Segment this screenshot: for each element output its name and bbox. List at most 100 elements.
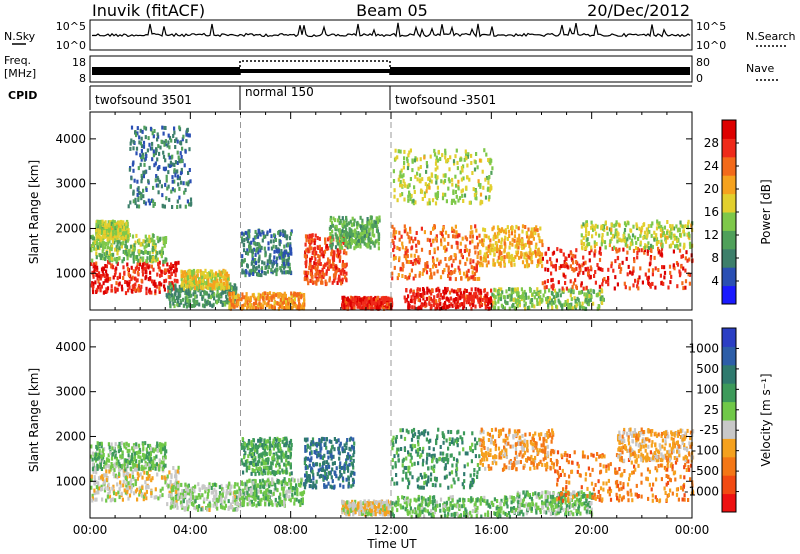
echo-cell-0-17-90	[407, 153, 410, 158]
echo-cell-0-13-220	[531, 292, 534, 297]
echo-cell-1-0-19	[177, 465, 180, 470]
echo-cell-0-1-35	[119, 241, 122, 246]
echo-cell-0-14-130	[636, 255, 639, 260]
echo-cell-0-1-234	[164, 240, 167, 244]
echo-cell-0-0-257	[134, 276, 137, 281]
echo-cell-0-16-150	[154, 161, 157, 166]
echo-cell-0-16-63	[167, 163, 170, 168]
echo-cell-0-7-243	[328, 278, 331, 283]
echo-cell-0-5-175	[237, 293, 240, 298]
echo-cell-0-12-11	[485, 246, 488, 251]
echo-cell-0-1-189	[121, 241, 124, 246]
echo-cell-0-12-193	[513, 238, 516, 243]
echo-cell-0-0-164	[128, 285, 131, 290]
echo-cell-0-16-192	[182, 134, 185, 139]
echo-cell-0-17-112	[413, 185, 416, 190]
echo-cell-0-0-178	[148, 290, 152, 295]
echo-cell-0-15-134	[585, 227, 588, 232]
echo-cell-0-16-124	[164, 139, 167, 143]
echo-cell-0-2-259	[103, 223, 107, 228]
echo-cell-0-17-209	[428, 185, 431, 190]
echo-cell-0-17-221	[418, 179, 421, 184]
echo-cell-0-10-233	[391, 276, 394, 281]
echo-cell-0-4-249	[222, 275, 225, 280]
echo-cell-0-8-174	[360, 232, 363, 237]
echo-cell-0-1-110	[140, 249, 143, 254]
echo-cell-0-1-115	[145, 259, 148, 264]
echo-cell-0-0-74	[103, 266, 106, 271]
echo-cell-0-13-183	[590, 295, 593, 300]
echo-cell-0-0-143	[97, 279, 100, 284]
ytick-label-0-0: 1000	[55, 266, 86, 280]
echo-cell-0-7-178	[307, 249, 310, 254]
echo-cell-0-3-216	[185, 289, 188, 294]
echo-cell-0-3-229	[168, 290, 171, 294]
echo-cell-0-17-161	[468, 200, 471, 205]
echo-cell-0-16-196	[178, 158, 181, 163]
echo-cell-1-0-55	[150, 493, 153, 498]
echo-cell-0-10-139	[438, 261, 441, 266]
echo-cell-0-0-217	[100, 284, 103, 289]
echo-cell-0-2-170	[104, 234, 107, 239]
echo-cell-0-1-57	[99, 256, 102, 261]
echo-cell-0-9-203	[341, 305, 344, 310]
echo-cell-0-14-220	[541, 256, 544, 261]
echo-cell-0-11-76	[463, 304, 466, 309]
echo-cell-0-8-207	[329, 218, 332, 223]
echo-cell-0-10-116	[478, 276, 481, 281]
echo-cell-1-0-59	[97, 486, 100, 491]
echo-cell-0-15-255	[586, 242, 589, 247]
echo-cell-0-12-83	[499, 261, 502, 266]
echo-cell-0-0-149	[110, 284, 113, 289]
echo-cell-0-1-231	[133, 243, 136, 248]
echo-cell-0-8-251	[345, 222, 348, 227]
cpid-label: CPID	[8, 89, 37, 102]
echo-cell-0-15-230	[631, 233, 635, 238]
echo-cell-0-14-223	[605, 279, 608, 284]
echo-cell-0-6-211	[272, 244, 275, 249]
echo-cell-0-4-139	[225, 278, 228, 283]
echo-cell-0-4-185	[197, 284, 200, 289]
echo-cell-0-13-135	[503, 295, 506, 300]
echo-cell-0-11-83	[490, 288, 493, 293]
echo-cell-0-16-257	[177, 182, 180, 187]
echo-cell-0-13-255	[533, 289, 536, 294]
echo-cell-0-11-253	[417, 297, 420, 302]
echo-cell-0-15-155	[646, 233, 649, 238]
echo-cell-0-13-230	[494, 295, 497, 300]
echo-cell-0-0-254	[132, 269, 135, 274]
echo-cell-0-7-207	[328, 265, 331, 269]
echo-cell-0-10-179	[451, 226, 454, 231]
echo-cell-0-14-46	[657, 268, 660, 272]
echo-cell-0-5-252	[296, 292, 299, 297]
echo-cell-0-7-256	[315, 251, 318, 255]
echo-cell-0-17-152	[487, 180, 490, 185]
echo-cell-0-11-73	[413, 305, 416, 310]
echo-cell-0-11-29	[465, 295, 468, 300]
echo-cell-0-4-183	[189, 275, 192, 279]
echo-cell-0-15-147	[616, 230, 619, 235]
echo-cell-0-14-45	[667, 285, 670, 290]
echo-cell-0-4-61	[224, 285, 227, 290]
echo-cell-0-17-2	[435, 180, 438, 185]
echo-cell-0-17-14	[425, 169, 428, 174]
echo-cell-0-8-256	[331, 235, 334, 239]
echo-cell-0-0-130	[115, 287, 118, 292]
echo-cell-1-0-154	[91, 498, 94, 503]
echo-cell-0-13-170	[524, 301, 527, 306]
echo-cell-0-13-48	[570, 297, 573, 302]
echo-cell-0-1-230	[138, 238, 141, 243]
echo-cell-0-0-126	[159, 273, 162, 278]
echo-cell-0-13-82	[500, 287, 503, 292]
echo-cell-0-12-216	[482, 238, 485, 243]
echo-cell-0-1-254	[158, 250, 161, 255]
echo-cell-0-9-245	[362, 305, 365, 310]
echo-cell-0-5-171	[293, 297, 296, 302]
echo-cell-0-9-199	[370, 298, 373, 303]
echo-cell-0-10-160	[405, 246, 408, 251]
echo-cell-0-4-232	[205, 281, 208, 285]
echo-cell-0-0-249	[153, 283, 156, 288]
echo-cell-0-3-153	[235, 286, 238, 291]
echo-cell-0-16-240	[169, 160, 172, 165]
echo-cell-0-10-21	[450, 244, 453, 249]
